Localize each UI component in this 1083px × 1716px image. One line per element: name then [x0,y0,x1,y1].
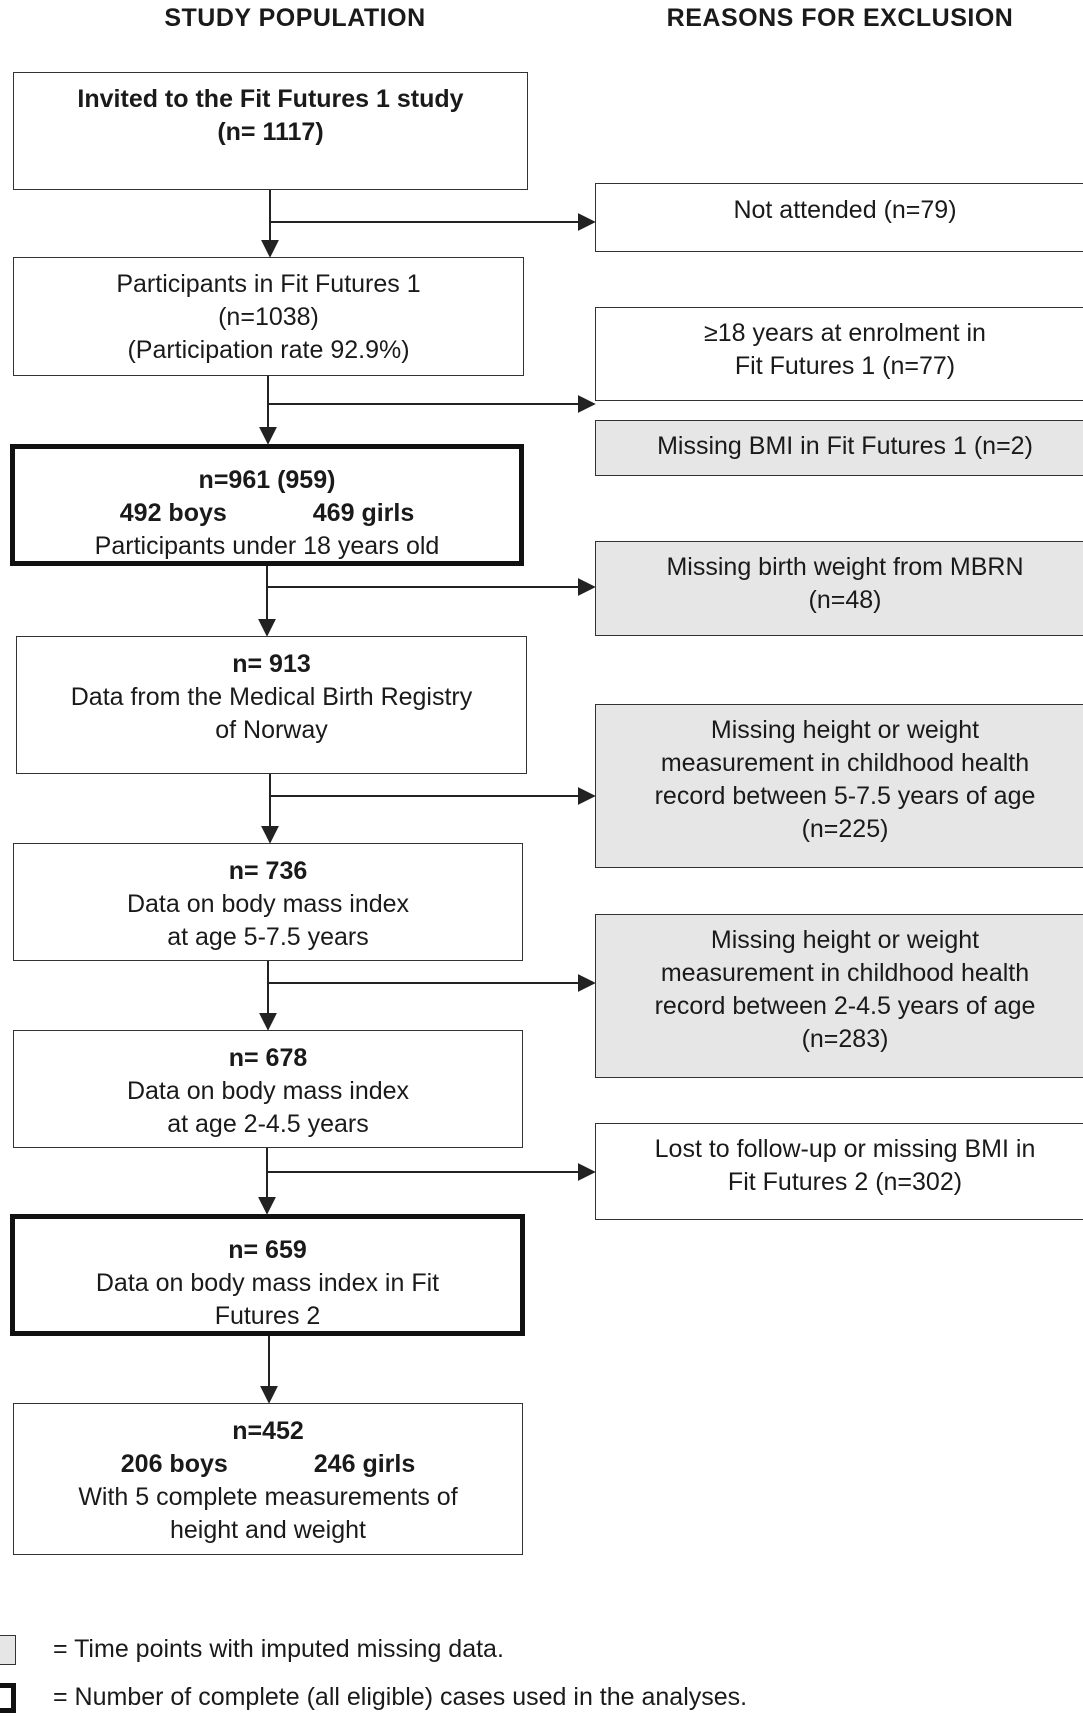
invited-title: Invited to the Fit Futures 1 study [77,85,464,113]
participants-count: (n=1038) [218,303,319,331]
bmi245-desc-1: Data on body mass index [126,1077,410,1105]
missing245-text-4: (n=283) [801,1025,889,1053]
excl-missing-bmi-ff1: Missing BMI in Fit Futures 1 (n=2) [595,420,1083,476]
study-population-header: STUDY POPULATION [164,4,426,32]
final-desc-1: With 5 complete measurements of [78,1483,458,1511]
bmi245-count: n= 678 [228,1044,308,1072]
legend-thick-swatch [0,1683,16,1713]
excl-missing-5-7: Missing height or weight measurement in … [595,704,1083,868]
participants-rate: (Participation rate 92.9%) [127,336,410,364]
legend-grey: = Time points with imputed missing data. [0,1635,1083,1665]
mbrn-desc-2: of Norway [215,716,328,744]
excl-missing-birth-weight: Missing birth weight from MBRN (n=48) [595,541,1083,636]
under18-count: n=961 (959) [198,466,336,494]
missing245-text-3: record between 2-4.5 years of age [654,992,1036,1020]
ff2-count: n= 659 [228,1236,307,1264]
missing-bw-text-2: (n=48) [808,586,882,614]
invited-count: (n= 1117) [217,118,324,146]
missing245-text-2: measurement in childhood health [660,959,1030,987]
lost-text-2: Fit Futures 2 (n=302) [727,1168,963,1196]
under18-sex-split: 492 boys 469 girls [120,497,414,530]
final-desc-2: height and weight [170,1516,366,1544]
legend-grey-text: = Time points with imputed missing data. [53,1635,504,1663]
lost-text-1: Lost to follow-up or missing BMI in [654,1135,1036,1163]
missing57-text-3: record between 5-7.5 years of age [654,782,1036,810]
bmi245-desc-2: at age 2-4.5 years [167,1110,369,1138]
mbrn-desc-1: Data from the Medical Birth Registry [70,683,473,711]
missing57-text-4: (n=225) [801,815,889,843]
box-bmi-5-7: n= 736 Data on body mass index at age 5-… [13,843,523,961]
missing-bmi-ff1-text: Missing BMI in Fit Futures 1 (n=2) [657,432,1033,460]
participants-title: Participants in Fit Futures 1 [116,270,421,298]
age18-text-2: Fit Futures 1 (n=77) [734,352,956,380]
legend-grey-swatch [0,1635,16,1665]
under18-boys: 492 boys [119,499,227,527]
final-count: n=452 [232,1417,304,1445]
excl-age-18: ≥18 years at enrolment in Fit Futures 1 … [595,307,1083,401]
box-invited: Invited to the Fit Futures 1 study (n= 1… [13,72,528,190]
excl-not-attended: Not attended (n=79) [595,183,1083,252]
legend-thick: = Number of complete (all eligible) case… [0,1683,1083,1713]
box-under18: n=961 (959) 492 boys 469 girls Participa… [10,444,524,566]
missing-bw-text-1: Missing birth weight from MBRN [666,553,1024,581]
bmi57-count: n= 736 [228,857,308,885]
ff2-desc-2: Futures 2 [214,1302,321,1330]
box-ff2: n= 659 Data on body mass index in Fit Fu… [10,1214,525,1336]
bmi57-desc-1: Data on body mass index [126,890,410,918]
final-boys: 206 boys [120,1450,228,1478]
bmi57-desc-2: at age 5-7.5 years [167,923,369,951]
box-participants: Participants in Fit Futures 1 (n=1038) (… [13,257,524,376]
reasons-for-exclusion-header: REASONS FOR EXCLUSION [666,4,1014,32]
excl-lost-follow-up: Lost to follow-up or missing BMI in Fit … [595,1123,1083,1220]
missing245-text-1: Missing height or weight [710,926,980,954]
box-final: n=452 206 boys 246 girls With 5 complete… [13,1403,523,1555]
missing57-text-1: Missing height or weight [710,716,980,744]
excl-missing-2-4: Missing height or weight measurement in … [595,914,1083,1078]
legend-thick-text: = Number of complete (all eligible) case… [53,1683,748,1711]
ff2-desc-1: Data on body mass index in Fit [95,1269,440,1297]
under18-desc: Participants under 18 years old [94,532,440,560]
box-bmi-2-4: n= 678 Data on body mass index at age 2-… [13,1030,523,1148]
final-girls: 246 girls [313,1450,416,1478]
mbrn-count: n= 913 [232,650,311,678]
box-mbrn: n= 913 Data from the Medical Birth Regis… [16,636,527,774]
missing57-text-2: measurement in childhood health [660,749,1030,777]
not-attended-text: Not attended (n=79) [733,196,957,224]
under18-girls: 469 girls [312,499,415,527]
age18-text-1: ≥18 years at enrolment in [704,319,986,347]
final-sex-split: 206 boys 246 girls [121,1448,415,1481]
